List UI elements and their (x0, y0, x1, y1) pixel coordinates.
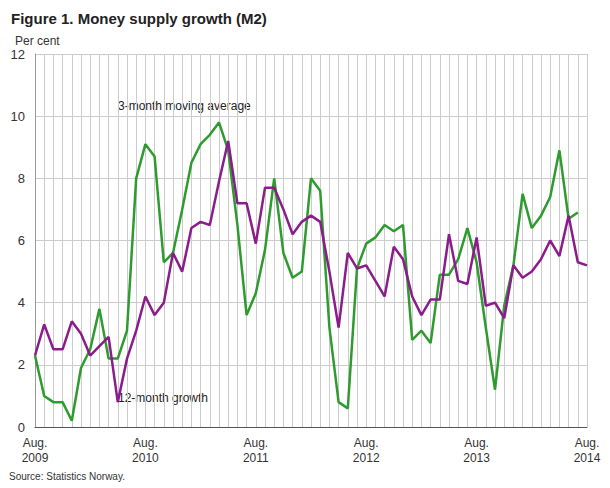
svg-text:Aug.: Aug. (354, 436, 379, 450)
svg-text:2011: 2011 (243, 451, 269, 465)
svg-text:10: 10 (11, 109, 25, 124)
svg-text:2009: 2009 (22, 451, 49, 465)
svg-text:8: 8 (18, 171, 25, 186)
svg-text:2013: 2013 (463, 451, 490, 465)
svg-text:4: 4 (18, 295, 25, 310)
svg-text:2012: 2012 (353, 451, 380, 465)
svg-text:Aug.: Aug. (464, 436, 489, 450)
svg-text:Source: Statistics Norway.: Source: Statistics Norway. (9, 471, 125, 482)
svg-text:6: 6 (18, 233, 25, 248)
svg-text:12-month growth: 12-month growth (118, 391, 208, 405)
svg-text:Aug.: Aug. (23, 436, 48, 450)
svg-text:3-month moving average: 3-month moving average (118, 99, 251, 113)
svg-text:Figure 1. Money supply growth: Figure 1. Money supply growth (M2) (11, 10, 267, 27)
svg-text:0: 0 (18, 420, 25, 435)
svg-text:Aug.: Aug. (575, 436, 600, 450)
svg-text:Per cent: Per cent (15, 34, 60, 48)
svg-text:Aug.: Aug. (243, 436, 268, 450)
svg-text:12: 12 (11, 47, 25, 62)
svg-text:2014: 2014 (574, 451, 601, 465)
svg-text:2: 2 (18, 357, 25, 372)
svg-text:2010: 2010 (132, 451, 159, 465)
svg-text:Aug.: Aug. (133, 436, 158, 450)
